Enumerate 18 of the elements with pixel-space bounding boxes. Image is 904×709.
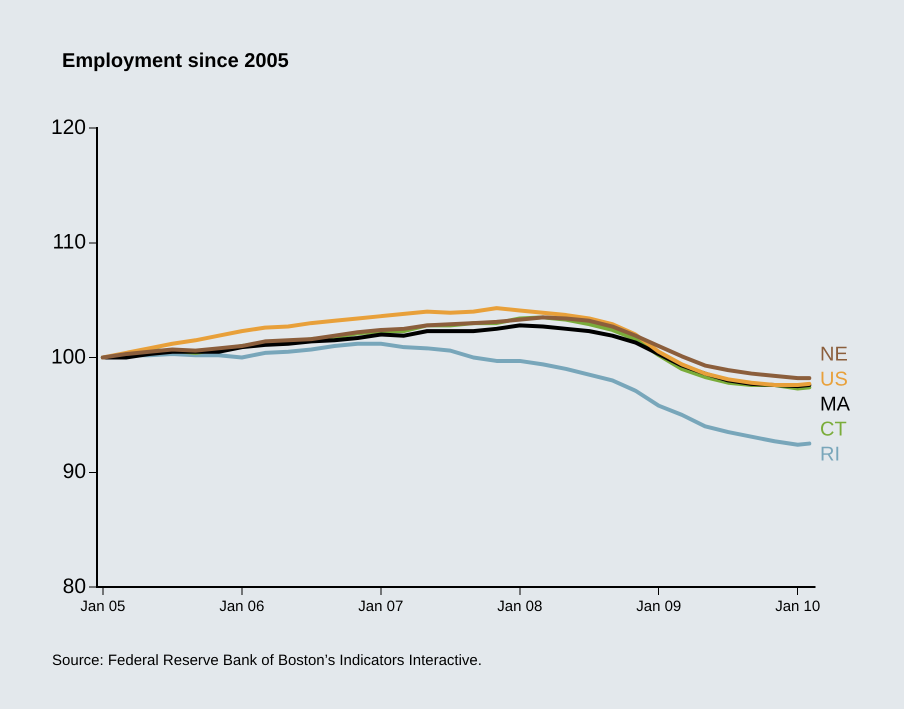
series-label: NE [820, 344, 848, 366]
chart-title: Employment since 2005 [62, 50, 289, 73]
x-tick-label: Jan 10 [775, 598, 820, 616]
y-tick-label: 110 [52, 230, 86, 254]
series-label: US [820, 368, 848, 391]
x-tick-label: Jan 07 [358, 598, 404, 616]
y-tick-label: 120 [50, 116, 86, 139]
source-note: Source: Federal Reserve Bank of Boston’s Indicators Interactive. [52, 652, 482, 669]
series-label: MA [820, 394, 851, 416]
x-tick-label: Jan 08 [497, 598, 542, 616]
series-label: RI [820, 444, 840, 466]
y-tick-label: 90 [62, 460, 86, 484]
x-tick-label: Jan 06 [219, 598, 264, 616]
x-tick-label: Jan 09 [636, 598, 682, 616]
series-label: CT [820, 418, 847, 441]
y-tick-label: 100 [50, 345, 86, 368]
y-tick-label: 80 [62, 574, 86, 598]
x-tick-label: Jan 05 [80, 598, 126, 616]
